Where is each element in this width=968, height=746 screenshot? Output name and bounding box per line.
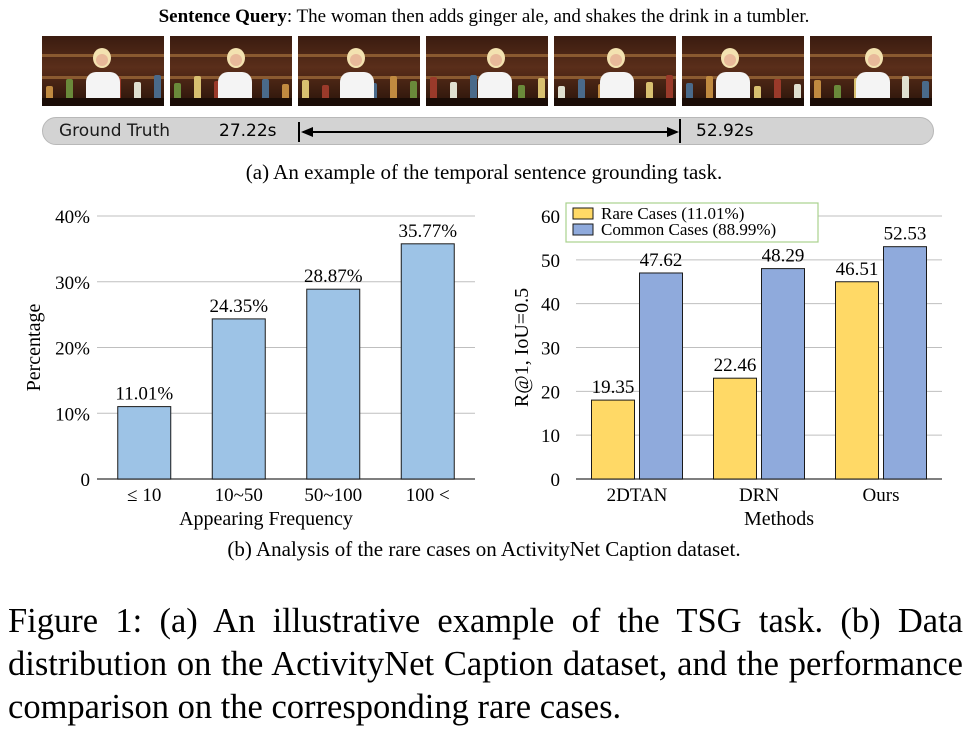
- y-tick-label: 0: [81, 470, 91, 491]
- y-tick-label: 40: [541, 295, 560, 316]
- bar: [306, 288, 361, 480]
- sentence-query-label: Sentence Query: [158, 6, 287, 27]
- y-axis-label: Percentage: [23, 304, 45, 392]
- y-tick-label: 60: [541, 207, 560, 228]
- video-frames: [42, 36, 934, 108]
- bar-value-label: 19.35: [592, 377, 635, 398]
- x-axis-label: Appearing Frequency: [179, 508, 353, 530]
- frequency-bar-chart: 0 10% 20% 30% 40% 11.01% ≤ 10 24.35% 10~50 28.87%…: [23, 207, 475, 530]
- video-frame: [426, 36, 548, 106]
- x-tick-label: Ours: [863, 485, 900, 506]
- y-tick-label: 40%: [55, 207, 90, 228]
- bar: [211, 318, 266, 480]
- sentence-query: Sentence Query: The woman then adds ging…: [0, 6, 968, 28]
- bar-value-label: 52.53: [884, 224, 927, 245]
- video-frame: [682, 36, 804, 106]
- y-tick-label: 30%: [55, 273, 90, 294]
- legend-swatch: [572, 223, 594, 236]
- bar-value-label: 11.01%: [115, 384, 173, 405]
- legend-box: [565, 202, 819, 243]
- y-tick-label: 10: [541, 426, 560, 447]
- bar: [639, 272, 683, 480]
- bar: [591, 399, 635, 480]
- video-frame: [42, 36, 164, 106]
- ground-truth-bar: Ground Truth 27.22s 52.92s: [42, 117, 934, 145]
- caption-a: (a) An example of the temporal sentence …: [245, 160, 723, 184]
- y-tick-label: 0: [551, 470, 561, 491]
- legend-swatch: [572, 207, 594, 220]
- ground-truth-label: Ground Truth: [59, 121, 171, 141]
- bar-value-label: 46.51: [836, 259, 879, 280]
- y-tick-label: 20: [541, 382, 560, 403]
- bar-value-label: 48.29: [762, 246, 805, 267]
- video-frame: [298, 36, 420, 106]
- y-tick-label: 50: [541, 251, 560, 272]
- x-tick-label: ≤ 10: [127, 485, 161, 506]
- bar-value-label: 24.35%: [209, 296, 268, 317]
- caption-b: (b) Analysis of the rare cases on Activi…: [227, 537, 741, 561]
- bar: [761, 268, 805, 480]
- y-tick-label: 30: [541, 339, 560, 360]
- y-tick-label: 20%: [55, 339, 90, 360]
- bar: [883, 246, 927, 480]
- ground-truth-end-tick: [679, 119, 681, 143]
- bar-value-label: 35.77%: [398, 221, 457, 242]
- bar: [835, 281, 879, 480]
- video-frame: [554, 36, 676, 106]
- video-frame: [810, 36, 932, 106]
- x-tick-label: 2DTAN: [607, 485, 668, 506]
- sentence-query-text: : The woman then adds ginger ale, and sh…: [286, 6, 810, 27]
- bar: [713, 377, 757, 480]
- bar-value-label: 28.87%: [304, 266, 363, 287]
- bar: [400, 243, 455, 480]
- bar-value-label: 47.62: [640, 250, 683, 271]
- x-tick-label: DRN: [739, 485, 779, 506]
- video-frame: [170, 36, 292, 106]
- bar: [117, 406, 172, 480]
- legend-label: Rare Cases (11.01%): [601, 204, 744, 223]
- bar-value-label: 22.46: [714, 355, 757, 376]
- ground-truth-start: 27.22s: [219, 121, 277, 141]
- ground-truth-span-arrow: [298, 122, 679, 142]
- y-axis-label: R@1, IoU=0.5: [511, 288, 533, 407]
- x-axis-label: Methods: [744, 508, 814, 530]
- ground-truth-end: 52.92s: [696, 121, 754, 141]
- x-tick-label: 100 <: [406, 485, 450, 506]
- method-comparison-bar-chart: 0 10 20 30 40 50 60 19.35 47.62 2DTAN 22.46 48.29 DR…: [511, 202, 942, 530]
- x-tick-label: 50~100: [304, 485, 362, 506]
- figure-caption: Figure 1: (a) An illustrative example of…: [8, 602, 963, 726]
- x-tick-label: 10~50: [215, 485, 263, 506]
- legend-label: Common Cases (88.99%): [601, 220, 776, 239]
- y-tick-label: 10%: [55, 404, 90, 425]
